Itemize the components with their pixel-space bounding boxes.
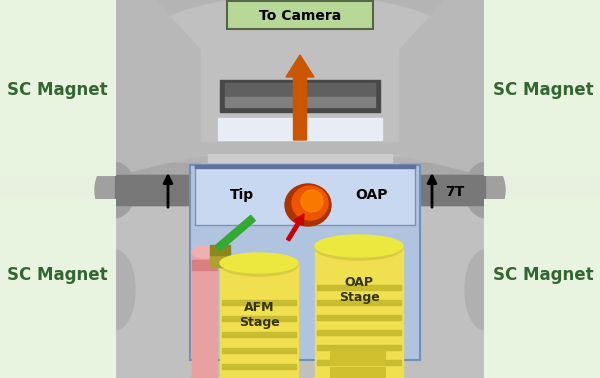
Bar	[225, 97, 375, 107]
Ellipse shape	[301, 190, 323, 212]
Ellipse shape	[220, 253, 298, 273]
Ellipse shape	[95, 163, 135, 217]
Ellipse shape	[220, 369, 298, 378]
Bar	[115, 163, 200, 218]
Bar	[222, 316, 296, 321]
Bar	[315, 248, 403, 378]
FancyBboxPatch shape	[227, 1, 373, 29]
Ellipse shape	[285, 184, 331, 226]
Bar	[317, 315, 401, 320]
Bar	[115, 175, 485, 205]
Bar	[115, 175, 200, 205]
Bar	[317, 285, 401, 290]
FancyArrow shape	[286, 55, 314, 140]
Bar	[0, 200, 115, 378]
FancyArrow shape	[287, 214, 304, 241]
Text: AFM
Stage: AFM Stage	[239, 301, 280, 329]
Bar	[115, 200, 485, 378]
Bar	[222, 332, 296, 337]
Text: 7T: 7T	[445, 185, 464, 199]
FancyBboxPatch shape	[195, 165, 415, 225]
Ellipse shape	[315, 236, 403, 260]
Ellipse shape	[465, 163, 505, 217]
Bar	[400, 175, 485, 205]
Bar	[218, 118, 382, 140]
Bar	[210, 253, 230, 267]
Ellipse shape	[130, 0, 470, 115]
Ellipse shape	[95, 250, 135, 330]
Bar	[222, 364, 296, 369]
Text: OAP
Stage: OAP Stage	[338, 276, 379, 304]
Polygon shape	[115, 0, 200, 175]
Ellipse shape	[220, 254, 298, 276]
Bar	[317, 330, 401, 335]
Ellipse shape	[465, 250, 505, 330]
Bar	[195, 165, 415, 168]
Ellipse shape	[292, 186, 328, 220]
Polygon shape	[400, 0, 485, 175]
Text: OAP: OAP	[355, 188, 388, 202]
Ellipse shape	[315, 369, 403, 378]
Bar	[330, 367, 385, 378]
Bar	[400, 163, 485, 218]
Bar	[0, 0, 115, 175]
Bar	[317, 345, 401, 350]
Text: SC Magnet: SC Magnet	[493, 266, 593, 284]
Bar	[222, 300, 296, 305]
Bar	[317, 300, 401, 305]
Bar	[220, 265, 298, 378]
Text: Tip: Tip	[230, 188, 254, 202]
Bar	[192, 260, 217, 270]
Bar	[485, 0, 600, 175]
Text: SC Magnet: SC Magnet	[7, 266, 107, 284]
Text: SC Magnet: SC Magnet	[7, 81, 107, 99]
Text: SC Magnet: SC Magnet	[493, 81, 593, 99]
Bar	[192, 252, 217, 378]
Bar	[220, 80, 380, 112]
Bar	[485, 200, 600, 378]
Bar	[222, 348, 296, 353]
Ellipse shape	[191, 372, 217, 378]
Bar	[200, 142, 400, 154]
Bar	[208, 154, 392, 162]
Polygon shape	[115, 0, 485, 378]
Ellipse shape	[315, 235, 403, 257]
FancyBboxPatch shape	[190, 165, 420, 360]
Text: To Camera: To Camera	[259, 9, 341, 23]
Bar	[317, 360, 401, 365]
Bar	[330, 350, 385, 365]
Bar	[225, 83, 375, 97]
Ellipse shape	[191, 246, 217, 258]
Bar	[130, 55, 470, 155]
FancyArrow shape	[216, 215, 255, 251]
Bar	[210, 245, 230, 255]
